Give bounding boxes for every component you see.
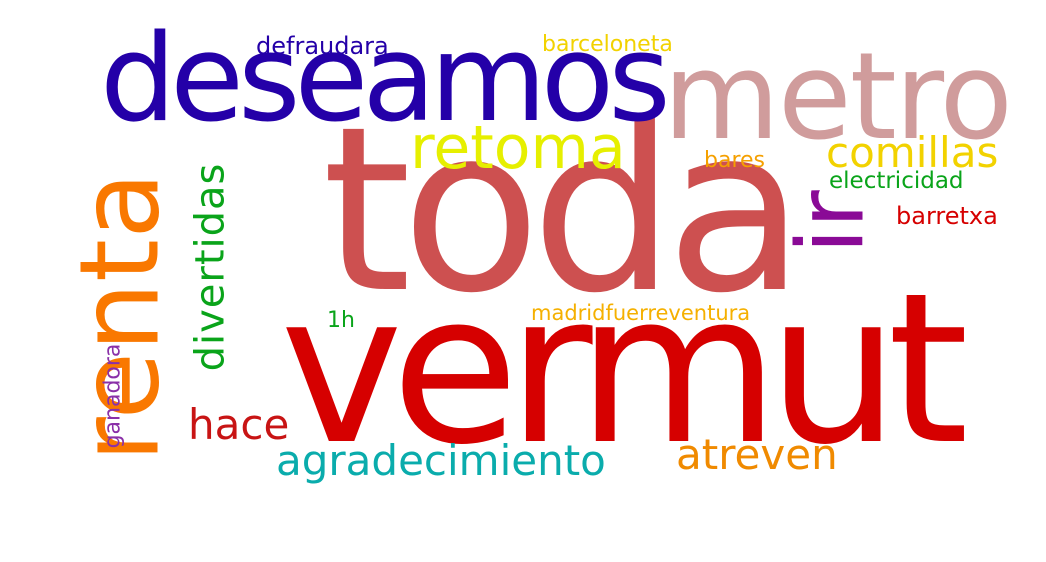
word-electricidad: electricidad — [829, 168, 964, 194]
word-divertidas: divertidas — [187, 162, 234, 372]
word-1h: 1h — [327, 308, 355, 333]
word-hace: hace — [188, 400, 290, 449]
word-barretxa: barretxa — [896, 202, 998, 230]
word-retoma: retoma — [410, 113, 626, 183]
word-bares: bares — [704, 148, 766, 173]
word-atreven: atreven — [676, 430, 838, 479]
word-comillas: comillas — [826, 128, 999, 177]
word-madridfuerreventura: madridfuerreventura — [531, 301, 751, 325]
word-agradecimiento: agradecimiento — [276, 436, 606, 485]
word-defraudara: defraudara — [256, 32, 389, 60]
word-ganadora: ganadora — [100, 343, 126, 449]
word-vermut: vermut — [280, 249, 969, 491]
word-ir: ir — [777, 190, 885, 254]
word-toda: toda — [322, 77, 805, 343]
word-metro: metro — [663, 28, 1013, 167]
word-barceloneta: barceloneta — [542, 32, 673, 57]
word-deseamos: deseamos — [100, 10, 671, 149]
